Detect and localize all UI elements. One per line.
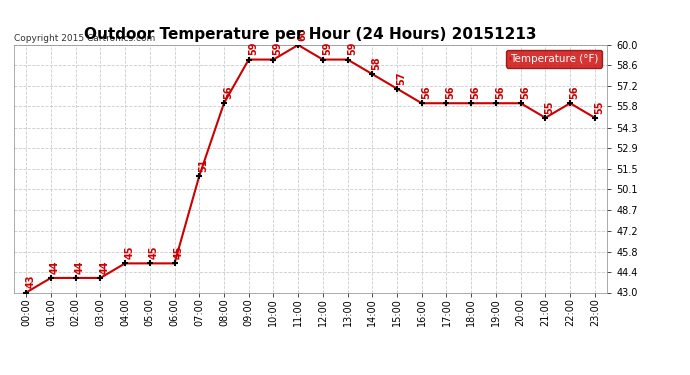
- Text: 57: 57: [396, 71, 406, 84]
- Text: 56: 56: [495, 86, 505, 99]
- Text: 56: 56: [520, 86, 530, 99]
- Text: 60: 60: [297, 27, 307, 41]
- Text: 51: 51: [199, 158, 208, 172]
- Text: 56: 56: [446, 86, 455, 99]
- Text: 58: 58: [371, 56, 382, 70]
- Text: 59: 59: [248, 42, 258, 56]
- Text: 56: 56: [471, 86, 480, 99]
- Text: 56: 56: [421, 86, 431, 99]
- Text: 44: 44: [75, 260, 85, 274]
- Text: 45: 45: [149, 246, 159, 259]
- Text: 56: 56: [223, 86, 233, 99]
- Text: 43: 43: [26, 275, 35, 288]
- Text: 55: 55: [594, 100, 604, 114]
- Text: 45: 45: [174, 246, 184, 259]
- Title: Outdoor Temperature per Hour (24 Hours) 20151213: Outdoor Temperature per Hour (24 Hours) …: [84, 27, 537, 42]
- Text: Copyright 2015 Cartronics.com: Copyright 2015 Cartronics.com: [14, 33, 155, 42]
- Text: 56: 56: [569, 86, 580, 99]
- Text: 59: 59: [347, 42, 357, 56]
- Text: 45: 45: [124, 246, 135, 259]
- Text: 59: 59: [322, 42, 332, 56]
- Text: 44: 44: [99, 260, 110, 274]
- Text: 55: 55: [544, 100, 555, 114]
- Text: 44: 44: [50, 260, 60, 274]
- Legend: Temperature (°F): Temperature (°F): [506, 50, 602, 68]
- Text: 59: 59: [273, 42, 283, 56]
